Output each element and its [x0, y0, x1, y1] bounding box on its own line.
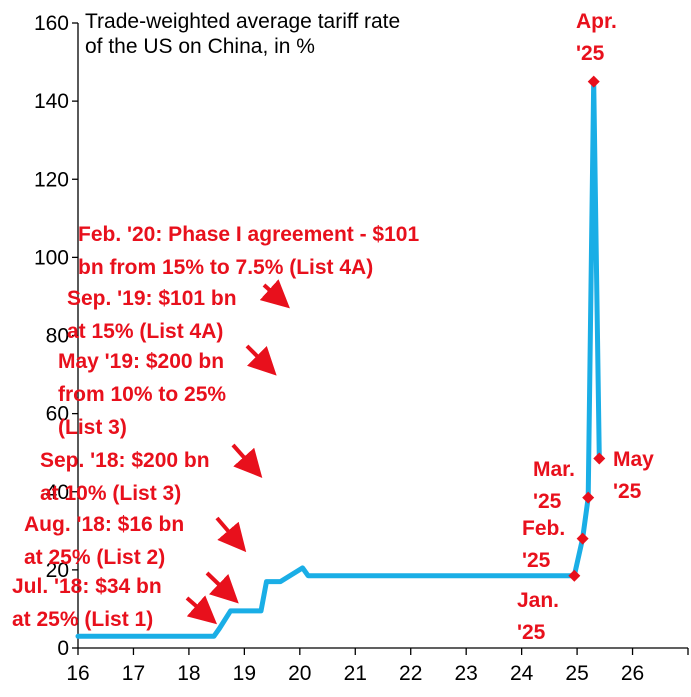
y-tick-label: 80: [46, 325, 69, 348]
x-tick-label: 21: [344, 662, 367, 685]
x-axis-ticks: 16 17 18 19 20 21 22 23 24 25 26: [66, 648, 689, 685]
annotation-mar-25: Mar. '25: [533, 458, 581, 513]
arrow-jul-18-lower: [185, 595, 218, 625]
x-tick-label: 25: [565, 662, 588, 685]
x-tick-label: 23: [455, 662, 478, 685]
x-tick-label: 24: [510, 662, 534, 685]
annotation-line: Sep. '18: $200 bn: [40, 449, 210, 472]
y-tick-label: 160: [34, 12, 69, 35]
annotation-line: '25: [522, 549, 551, 572]
annotation-feb-25: Feb. '25: [522, 517, 571, 572]
annotation-jan-25: Jan. '25: [517, 589, 565, 644]
chart-title: Trade-weighted average tariff rate of th…: [85, 10, 406, 58]
annotation-line: Jul. '18: $34 bn: [12, 575, 162, 598]
data-point-marker: [568, 569, 581, 582]
annotation-line: Sep. '19: $101 bn: [67, 287, 237, 310]
annotation-line: from 10% to 25%: [58, 383, 226, 406]
x-tick-label: 16: [66, 662, 89, 685]
data-point-marker: [587, 75, 600, 88]
annotation-line: Mar.: [533, 458, 575, 481]
annotation-line: '25: [533, 490, 562, 513]
y-tick-label: 140: [34, 90, 69, 113]
annotation-line: May: [613, 448, 654, 471]
data-point-marker: [582, 491, 595, 504]
annotation-line: at 10% (List 3): [40, 482, 181, 505]
annotation-arrows: [185, 279, 290, 625]
chart-title-line-1: Trade-weighted average tariff rate: [85, 10, 400, 33]
annotation-line: bn from 15% to 7.5% (List 4A): [78, 256, 373, 279]
annotation-line: '25: [576, 42, 605, 65]
annotation-line: '25: [613, 480, 642, 503]
annotation-line: at 25% (List 1): [12, 608, 153, 631]
annotation-line: Feb.: [522, 517, 565, 540]
annotation-may-25: May '25: [613, 448, 660, 503]
annotation-line: (List 3): [58, 416, 127, 439]
x-tick-label: 18: [177, 662, 200, 685]
data-point-marker: [593, 452, 606, 465]
x-tick-label: 17: [122, 662, 145, 685]
annotation-line: at 15% (List 4A): [67, 320, 223, 343]
series-layer: [75, 79, 602, 639]
annotation-may-19: May '19: $200 bn from 10% to 25% (List 3…: [58, 350, 232, 439]
y-tick-label: 20: [46, 559, 69, 582]
data-point-marker: [576, 532, 589, 545]
annotation-apr-25: Apr. '25: [576, 10, 623, 65]
x-tick-label: 20: [288, 662, 311, 685]
y-axis-ticks: 0 20 40 60 80 100 120 140 160: [34, 12, 78, 660]
y-tick-label: 100: [34, 246, 69, 269]
annotation-aug-18: Aug. '18: $16 bn at 25% (List 2): [24, 513, 190, 569]
arrow-sep-19: [245, 344, 277, 376]
chart-title-line-2: of the US on China, in %: [85, 35, 315, 58]
y-tick-label: 0: [57, 637, 69, 660]
arrow-feb-20: [259, 279, 290, 309]
x-tick-label: 26: [621, 662, 644, 685]
annotation-line: Apr.: [576, 10, 617, 33]
annotation-feb-20: Feb. '20: Phase I agreement - $101 bn fr…: [78, 223, 425, 279]
y-tick-label: 120: [34, 168, 69, 191]
annotation-jul-18: Jul. '18: $34 bn at 25% (List 1): [12, 575, 168, 631]
marker-layer: [568, 75, 606, 582]
x-tick-label: 22: [399, 662, 422, 685]
arrow-jul-18: [205, 571, 239, 604]
annotation-line: Jan.: [517, 589, 559, 612]
x-tick-label: 19: [233, 662, 256, 685]
arrow-may-19: [231, 443, 263, 478]
annotation-sep-18: Sep. '18: $200 bn at 10% (List 3): [40, 449, 215, 505]
annotation-sep-19: Sep. '19: $101 bn at 15% (List 4A): [67, 287, 242, 343]
annotation-line: Feb. '20: Phase I agreement - $101: [78, 223, 419, 246]
annotation-line: at 25% (List 2): [24, 546, 165, 569]
series-line: [75, 79, 602, 639]
annotation-line: Aug. '18: $16 bn: [24, 513, 184, 536]
annotation-line: '25: [517, 621, 546, 644]
y-tick-label: 40: [46, 481, 69, 504]
annotation-line: May '19: $200 bn: [58, 350, 224, 373]
arrow-aug-18: [215, 516, 247, 553]
y-tick-label: 60: [46, 403, 69, 426]
